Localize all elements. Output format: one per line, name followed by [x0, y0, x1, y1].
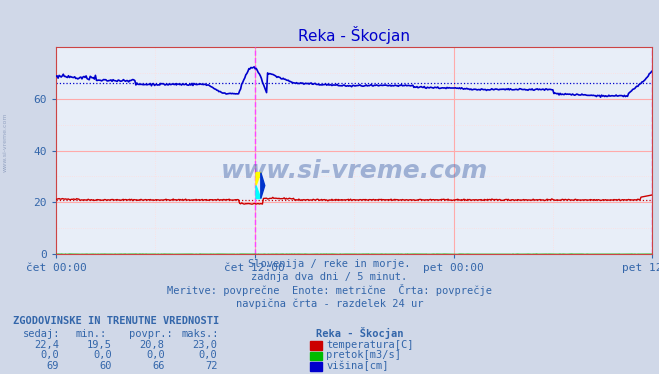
Text: navpična črta - razdelek 24 ur: navpična črta - razdelek 24 ur [236, 298, 423, 309]
Text: www.si-vreme.com: www.si-vreme.com [221, 159, 488, 183]
Text: povpr.:: povpr.: [129, 329, 172, 338]
Text: 23,0: 23,0 [192, 340, 217, 350]
Text: zadnja dva dni / 5 minut.: zadnja dva dni / 5 minut. [251, 273, 408, 282]
Text: Meritve: povprečne  Enote: metrične  Črta: povprečje: Meritve: povprečne Enote: metrične Črta:… [167, 283, 492, 295]
Text: Reka - Škocjan: Reka - Škocjan [316, 327, 404, 338]
Text: maks.:: maks.: [181, 329, 219, 338]
Title: Reka - Škocjan: Reka - Škocjan [299, 26, 410, 44]
Polygon shape [256, 172, 261, 186]
Polygon shape [261, 172, 265, 199]
Text: 22,4: 22,4 [34, 340, 59, 350]
Text: temperatura[C]: temperatura[C] [326, 340, 414, 350]
Text: 66: 66 [152, 361, 165, 371]
Text: ZGODOVINSKE IN TRENUTNE VREDNOSTI: ZGODOVINSKE IN TRENUTNE VREDNOSTI [13, 316, 219, 325]
Text: 0,0: 0,0 [199, 350, 217, 360]
Text: www.si-vreme.com: www.si-vreme.com [3, 112, 8, 172]
Text: 69: 69 [47, 361, 59, 371]
Text: min.:: min.: [76, 329, 107, 338]
Text: 20,8: 20,8 [140, 340, 165, 350]
Text: 0,0: 0,0 [94, 350, 112, 360]
Text: 19,5: 19,5 [87, 340, 112, 350]
Text: 72: 72 [205, 361, 217, 371]
Polygon shape [256, 186, 261, 199]
Text: sedaj:: sedaj: [23, 329, 61, 338]
Text: 0,0: 0,0 [146, 350, 165, 360]
Text: pretok[m3/s]: pretok[m3/s] [326, 350, 401, 360]
Text: višina[cm]: višina[cm] [326, 361, 389, 371]
Text: Slovenija / reke in morje.: Slovenija / reke in morje. [248, 260, 411, 269]
Text: 0,0: 0,0 [41, 350, 59, 360]
Text: 60: 60 [100, 361, 112, 371]
